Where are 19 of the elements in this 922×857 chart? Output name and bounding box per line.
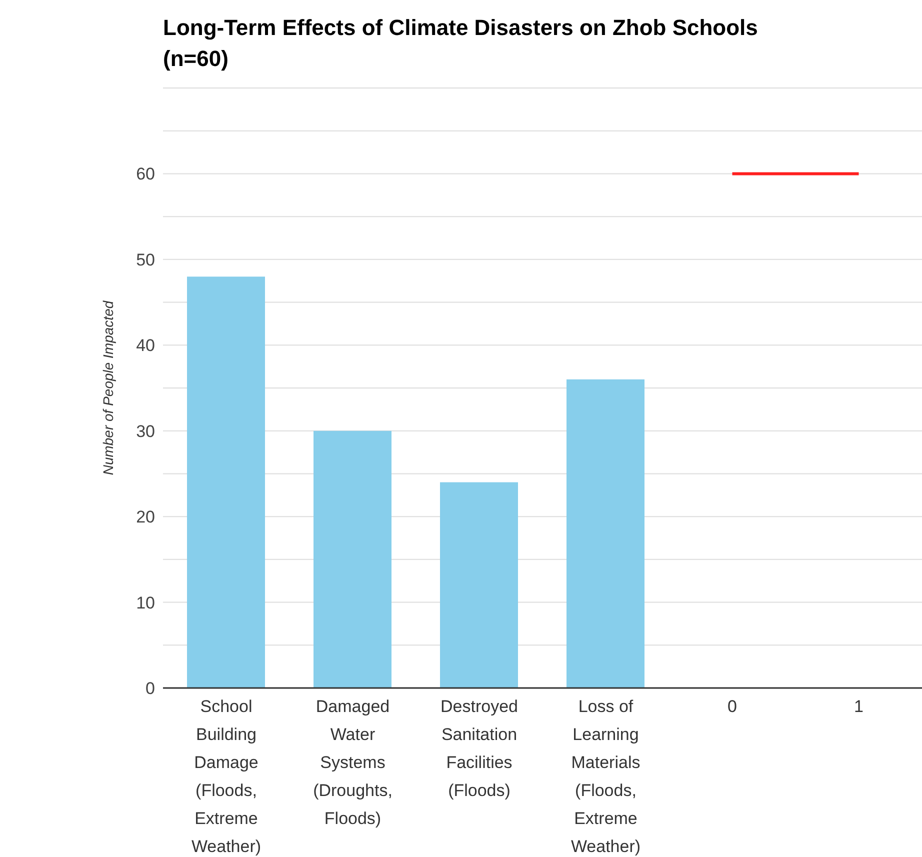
bar — [187, 276, 265, 688]
y-tick-label: 10 — [136, 593, 155, 612]
y-tick-label: 0 — [146, 679, 155, 698]
x-tick-label: School Building Damage (Floods, Extreme Weather) — [191, 697, 262, 856]
x-tick-label: Loss of Learning Materials (Floods, Extreme Weather) — [570, 697, 641, 856]
y-tick-label: 30 — [136, 422, 155, 441]
bar — [440, 482, 518, 688]
bar — [566, 379, 644, 688]
y-tick-label: 20 — [136, 508, 155, 527]
x-tick-label: Damaged Water Systems (Droughts, Floods) — [313, 697, 392, 828]
chart-title: Long-Term Effects of Climate Disasters on Zhob Schools (n=60) — [163, 14, 759, 73]
x-tick-label: 1 — [854, 697, 864, 716]
y-tick-label: 60 — [136, 164, 155, 184]
y-tick-label: 40 — [136, 336, 155, 356]
y-axis-title: Number of People Impacted — [100, 300, 116, 476]
x-tick-label: Destroyed Sanitation Facilities (Floods) — [440, 697, 518, 800]
y-tick-label: 50 — [136, 250, 155, 270]
x-tick-label: 0 — [728, 697, 737, 716]
bar — [314, 430, 392, 688]
